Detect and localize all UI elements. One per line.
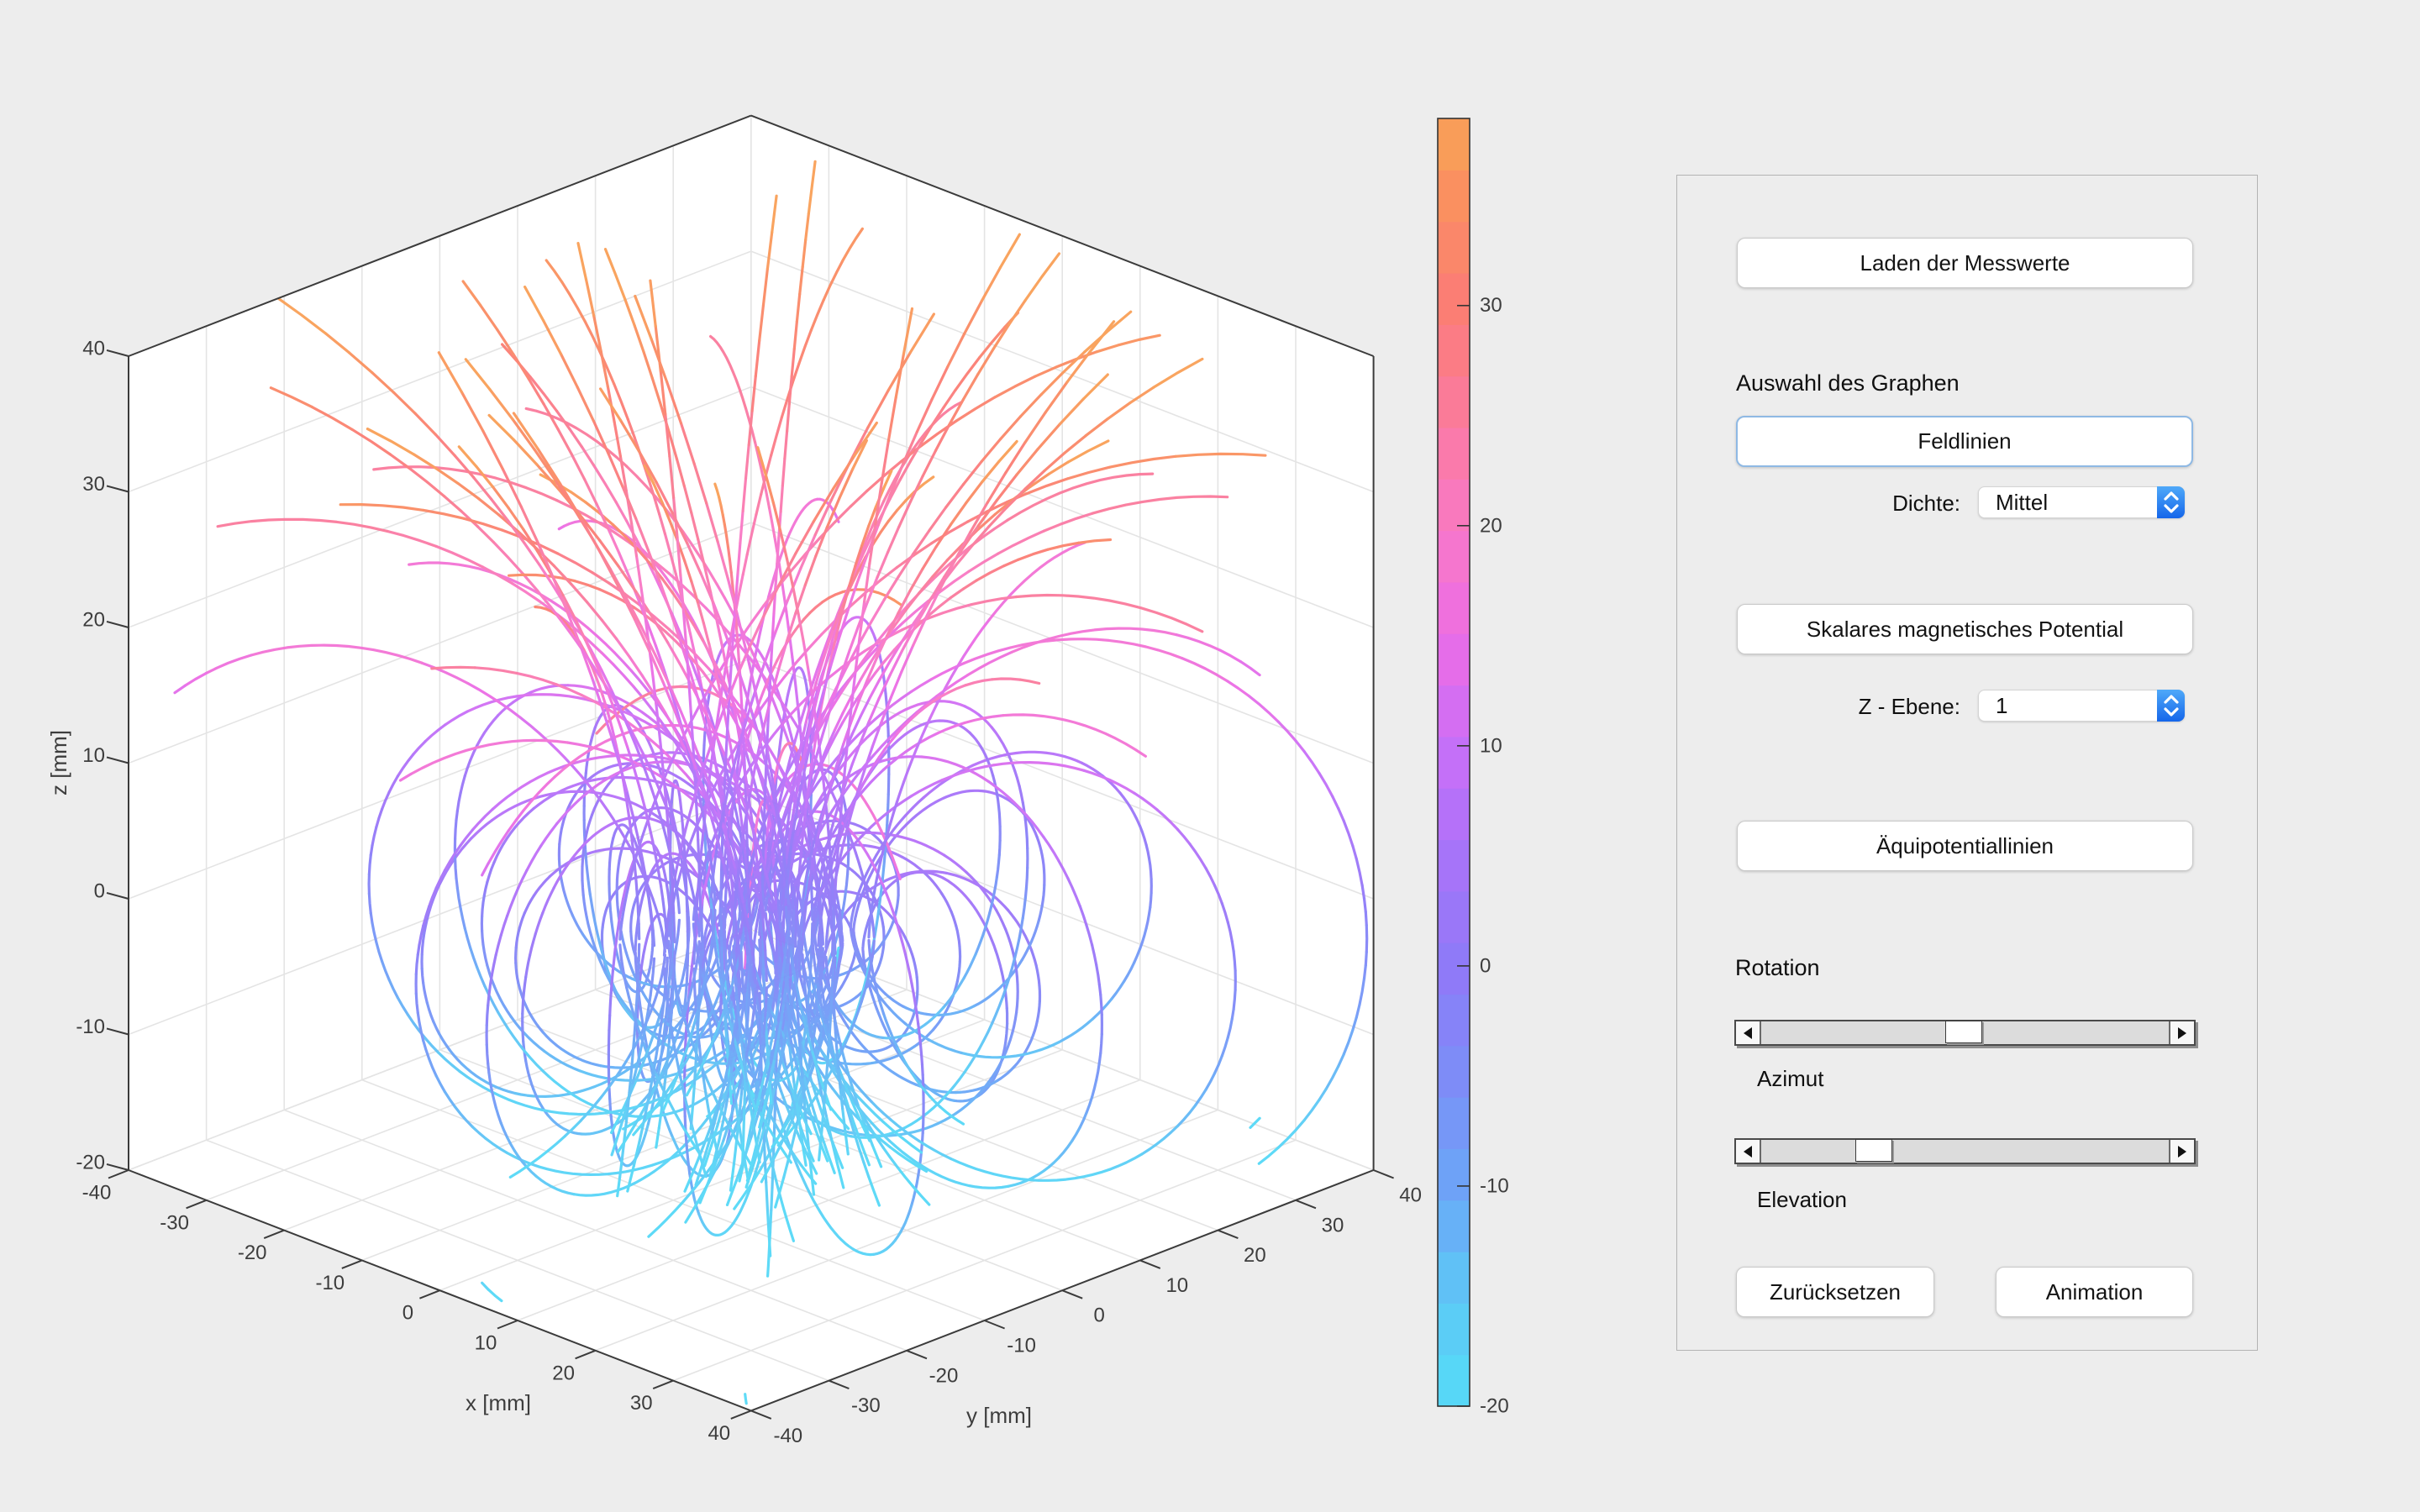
svg-text:0: 0 xyxy=(1094,1305,1105,1327)
svg-text:-20: -20 xyxy=(76,1152,105,1174)
load-measurements-button[interactable]: Laden der Messwerte xyxy=(1737,238,2193,288)
svg-text:40: 40 xyxy=(1399,1184,1422,1207)
svg-text:20: 20 xyxy=(1244,1244,1266,1267)
azimut-slider-left-arrow[interactable] xyxy=(1736,1021,1761,1044)
elevation-slider-left-arrow[interactable] xyxy=(1736,1140,1761,1163)
z-ebene-label: Z - Ebene: xyxy=(1858,694,1960,719)
z-ebene-dropdown[interactable]: 1 xyxy=(1978,689,2185,722)
svg-text:y [mm]: y [mm] xyxy=(966,1403,1032,1428)
svg-text:20: 20 xyxy=(1480,514,1502,537)
dichte-dropdown[interactable]: Mittel xyxy=(1978,486,2185,518)
control-panel: Laden der Messwerte Auswahl des Graphen … xyxy=(1676,175,2258,1351)
svg-text:40: 40 xyxy=(82,338,105,360)
svg-text:-30: -30 xyxy=(851,1394,881,1417)
svg-text:-30: -30 xyxy=(160,1211,189,1234)
svg-text:10: 10 xyxy=(1480,734,1502,757)
svg-text:-10: -10 xyxy=(315,1272,345,1294)
z-ebene-dropdown-value: 1 xyxy=(1996,692,2008,718)
elevation-slider-right-arrow[interactable] xyxy=(2169,1140,2194,1163)
svg-text:-20: -20 xyxy=(1480,1395,1509,1418)
field-lines xyxy=(173,160,1369,1405)
elevation-slider-thumb[interactable] xyxy=(1854,1139,1892,1162)
svg-text:10: 10 xyxy=(1165,1274,1188,1297)
svg-text:z [mm]: z [mm] xyxy=(46,730,71,795)
azimut-label: Azimut xyxy=(1757,1066,1824,1091)
svg-text:10: 10 xyxy=(475,1332,497,1355)
arrow-left-icon xyxy=(1744,1026,1752,1039)
svg-text:30: 30 xyxy=(82,473,105,496)
svg-text:x [mm]: x [mm] xyxy=(466,1390,531,1415)
svg-text:0: 0 xyxy=(94,880,105,903)
colorbar-ticks: 30 20 10 0 -10 -20 xyxy=(1457,294,1509,1418)
scalar-potential-button[interactable]: Skalares magnetisches Potential xyxy=(1737,604,2193,654)
axis-tick-labels: -40 -30 -20 -10 0 10 20 30 40 -40 -30 -20 -10 0 10 20 30… xyxy=(76,338,1422,1447)
elevation-label: Elevation xyxy=(1757,1187,1847,1212)
svg-text:30: 30 xyxy=(1480,294,1502,317)
svg-text:-40: -40 xyxy=(82,1182,112,1205)
axis-labels: x [mm] y [mm] z [mm] xyxy=(46,730,1032,1428)
svg-text:-20: -20 xyxy=(238,1242,267,1264)
svg-text:20: 20 xyxy=(82,609,105,632)
arrow-left-icon xyxy=(1744,1145,1752,1158)
svg-text:40: 40 xyxy=(708,1422,730,1445)
azimut-slider-thumb[interactable] xyxy=(1945,1021,1983,1043)
svg-text:10: 10 xyxy=(82,744,105,767)
dropdown-stepper-icon xyxy=(2157,486,2185,518)
elevation-slider[interactable] xyxy=(1734,1138,2196,1164)
svg-text:-10: -10 xyxy=(1480,1174,1509,1197)
svg-text:-20: -20 xyxy=(929,1364,959,1387)
svg-text:20: 20 xyxy=(552,1362,575,1384)
arrow-right-icon xyxy=(2178,1145,2186,1158)
svg-text:-40: -40 xyxy=(773,1425,802,1447)
azimut-slider-right-arrow[interactable] xyxy=(2169,1021,2194,1044)
svg-text:30: 30 xyxy=(1322,1214,1344,1236)
feldlinien-button[interactable]: Feldlinien xyxy=(1736,416,2193,467)
graph-selection-heading: Auswahl des Graphen xyxy=(1736,370,1960,396)
rotation-heading: Rotation xyxy=(1735,955,1820,980)
svg-text:30: 30 xyxy=(630,1392,653,1415)
animation-button[interactable]: Animation xyxy=(1996,1267,2193,1317)
dichte-label: Dichte: xyxy=(1892,491,1960,516)
aequipotential-button[interactable]: Äquipotentiallinien xyxy=(1737,821,2193,871)
svg-text:-10: -10 xyxy=(1007,1335,1036,1357)
arrow-right-icon xyxy=(2178,1026,2186,1039)
dichte-dropdown-value: Mittel xyxy=(1996,489,2049,515)
svg-text:0: 0 xyxy=(402,1302,413,1325)
svg-text:-10: -10 xyxy=(76,1016,105,1038)
reset-button[interactable]: Zurücksetzen xyxy=(1736,1267,1934,1317)
azimut-slider[interactable] xyxy=(1734,1020,2196,1046)
axis-ticks xyxy=(106,349,1394,1420)
dropdown-stepper-icon xyxy=(2157,689,2185,722)
colorbar xyxy=(1437,118,1470,1407)
svg-text:0: 0 xyxy=(1480,954,1491,977)
